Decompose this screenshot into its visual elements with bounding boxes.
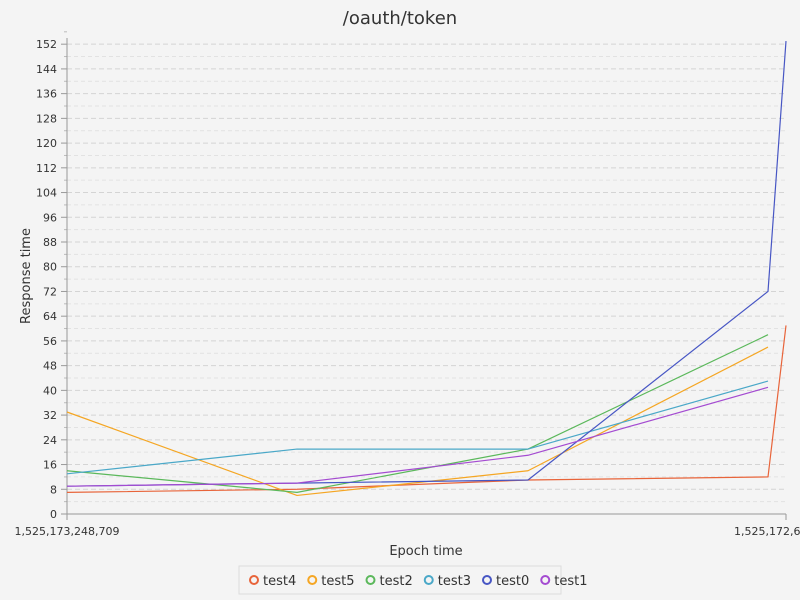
series-line-test1 xyxy=(66,386,769,487)
y-tick-label: 112 xyxy=(36,162,57,175)
legend-marker xyxy=(249,575,259,585)
legend-item-test4[interactable]: test4 xyxy=(249,574,296,589)
y-tick-label: 16 xyxy=(43,459,57,472)
y-tick-label: 56 xyxy=(43,335,57,348)
legend-box xyxy=(238,565,562,595)
x-tick-label: 1,525,173,248,709 xyxy=(15,525,120,538)
legend-marker xyxy=(307,575,318,585)
series-lines xyxy=(66,41,787,497)
legend-item-test3[interactable]: test3 xyxy=(423,574,471,589)
series-line-test3 xyxy=(66,380,769,475)
y-tick-label: 24 xyxy=(43,434,57,447)
y-tick-label: 0 xyxy=(50,508,57,521)
legend-label: test2 xyxy=(380,574,413,589)
y-tick-label: 32 xyxy=(43,409,57,422)
y-tick-label: 48 xyxy=(43,360,57,373)
y-tick-label: 144 xyxy=(36,63,57,76)
legend-item-test1[interactable]: test1 xyxy=(540,574,588,589)
x-axis-title: Epoch time xyxy=(389,544,462,559)
legend-item-test5[interactable]: test5 xyxy=(307,574,355,589)
series-line-test0 xyxy=(66,41,787,487)
y-tick-label: 88 xyxy=(43,236,57,249)
grid-lines xyxy=(67,43,786,515)
y-tick-label: 72 xyxy=(43,285,57,298)
y-tick-label: 104 xyxy=(36,187,57,200)
legend-marker xyxy=(365,575,376,585)
legend-label: test3 xyxy=(438,574,471,589)
y-tick-label: 136 xyxy=(36,88,57,101)
legend-label: test1 xyxy=(554,574,587,589)
legend-label: test4 xyxy=(263,574,296,589)
x-tick-label: 1,525,172,6 xyxy=(734,525,800,538)
legend-marker xyxy=(482,575,492,585)
y-tick-label: 8 xyxy=(50,483,57,496)
axes: 0 8 16 24 32 40 48 56 64 72 80 88 96 104 112 120 128 136 1… xyxy=(15,31,800,538)
legend-item-test0[interactable]: test0 xyxy=(482,574,529,589)
y-tick-label: 152 xyxy=(36,38,57,51)
y-tick-label: 64 xyxy=(43,310,57,323)
legend-label: test5 xyxy=(321,574,354,589)
y-tick-label: 96 xyxy=(43,211,57,224)
series-line-test2 xyxy=(66,334,769,493)
legend-marker xyxy=(540,575,551,585)
series-line-test5 xyxy=(66,346,769,497)
y-tick-label: 80 xyxy=(43,261,57,274)
y-tick-label: 128 xyxy=(36,112,57,125)
legend-marker xyxy=(423,575,434,585)
legend-label: test0 xyxy=(496,574,529,589)
chart-title: /oauth/token xyxy=(343,8,457,29)
y-tick-label: 120 xyxy=(36,137,57,150)
y-tick-label: 40 xyxy=(43,384,57,397)
legend-item-test2[interactable]: test2 xyxy=(365,574,413,589)
y-axis-title: Response time xyxy=(19,228,34,324)
legend[interactable]: test4 test5 test2 test3 test0 test1 xyxy=(238,565,588,595)
